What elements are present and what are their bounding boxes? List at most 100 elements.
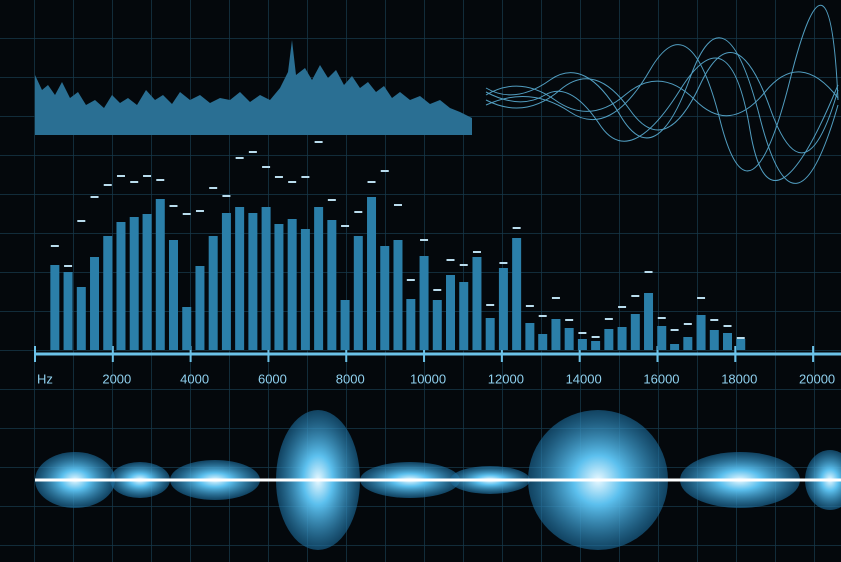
peak-marker — [565, 319, 574, 321]
bar — [723, 333, 733, 350]
peak-marker — [512, 227, 521, 229]
peak-marker — [683, 323, 692, 325]
bar — [736, 339, 746, 350]
bar — [577, 339, 587, 350]
bar — [551, 319, 561, 350]
peak-marker — [77, 220, 86, 222]
peak-marker — [551, 297, 560, 299]
bar — [538, 334, 548, 350]
peak-marker — [525, 305, 534, 307]
peak-marker — [393, 204, 402, 206]
x-tick-label: 8000 — [336, 371, 365, 386]
peak-marker — [723, 325, 732, 327]
x-tick-label: 16000 — [643, 371, 679, 386]
bar — [50, 265, 60, 350]
bar — [340, 300, 350, 350]
bar — [406, 299, 416, 350]
peak-marker — [354, 211, 363, 213]
peak-marker — [631, 295, 640, 297]
bar — [617, 327, 627, 350]
bar — [485, 318, 495, 350]
bar — [696, 315, 706, 350]
bar — [327, 220, 337, 350]
peak-marker — [103, 184, 112, 186]
bar — [129, 217, 139, 350]
x-tick-label: 2000 — [102, 371, 131, 386]
bar — [76, 287, 86, 350]
x-tick-label: 10000 — [410, 371, 446, 386]
peak-marker — [591, 336, 600, 338]
peak-marker — [538, 315, 547, 317]
peak-marker — [235, 157, 244, 159]
peak-marker — [380, 170, 389, 172]
peak-marker — [248, 151, 257, 153]
peak-marker — [604, 318, 613, 320]
x-tick-label: 4000 — [180, 371, 209, 386]
waveform-overlay — [485, 5, 839, 184]
bar — [670, 344, 680, 350]
x-tick-label: 6000 — [258, 371, 287, 386]
peak-marker — [472, 251, 481, 253]
peak-marker — [130, 181, 139, 183]
bar — [208, 236, 218, 350]
peak-marker — [327, 199, 336, 201]
peak-marker — [64, 265, 73, 267]
bar — [155, 199, 165, 350]
peak-marker — [341, 225, 350, 227]
bar — [261, 207, 271, 350]
bar — [512, 238, 522, 350]
bar — [287, 219, 297, 350]
bar — [221, 213, 231, 350]
peak-marker — [486, 304, 495, 306]
peak-marker — [209, 187, 218, 189]
peak-marker — [116, 175, 125, 177]
peak-marker — [578, 332, 587, 334]
peak-marker — [156, 179, 165, 181]
bar — [498, 268, 508, 350]
peak-marker — [420, 239, 429, 241]
peak-marker — [406, 279, 415, 281]
bar — [419, 256, 429, 350]
bar — [195, 266, 205, 350]
peak-marker — [262, 166, 271, 168]
mini-spectrum — [35, 40, 472, 135]
bar — [393, 240, 403, 350]
bar — [63, 272, 73, 350]
bar — [353, 236, 363, 350]
peak-marker — [446, 259, 455, 261]
peak-marker — [288, 181, 297, 183]
peak-marker — [710, 319, 719, 321]
bar — [683, 337, 693, 350]
peak-marker — [314, 141, 323, 143]
x-tick-label: 20000 — [799, 371, 835, 386]
bar — [235, 207, 245, 350]
bar — [472, 257, 482, 350]
audio-waveform — [35, 410, 841, 550]
bar — [459, 282, 469, 350]
peak-marker — [90, 196, 99, 198]
bar — [446, 275, 456, 350]
bar — [248, 213, 258, 350]
peak-marker — [143, 175, 152, 177]
bar — [630, 314, 640, 350]
peak-marker — [301, 176, 310, 178]
bar — [314, 207, 324, 350]
x-tick-label: 18000 — [721, 371, 757, 386]
peak-marker — [182, 213, 191, 215]
x-tick-label: Hz — [37, 371, 53, 386]
peak-marker — [670, 329, 679, 331]
bar — [709, 330, 719, 350]
peak-marker — [459, 264, 468, 266]
bar — [380, 246, 390, 350]
bar — [169, 240, 179, 350]
peak-marker — [169, 205, 178, 207]
peak-marker — [736, 337, 745, 339]
bar — [367, 197, 377, 350]
peak-marker — [195, 210, 204, 212]
x-tick-label: 14000 — [566, 371, 602, 386]
peak-marker — [274, 176, 283, 178]
bar — [274, 224, 284, 350]
peak-marker — [644, 271, 653, 273]
bar — [182, 307, 192, 350]
